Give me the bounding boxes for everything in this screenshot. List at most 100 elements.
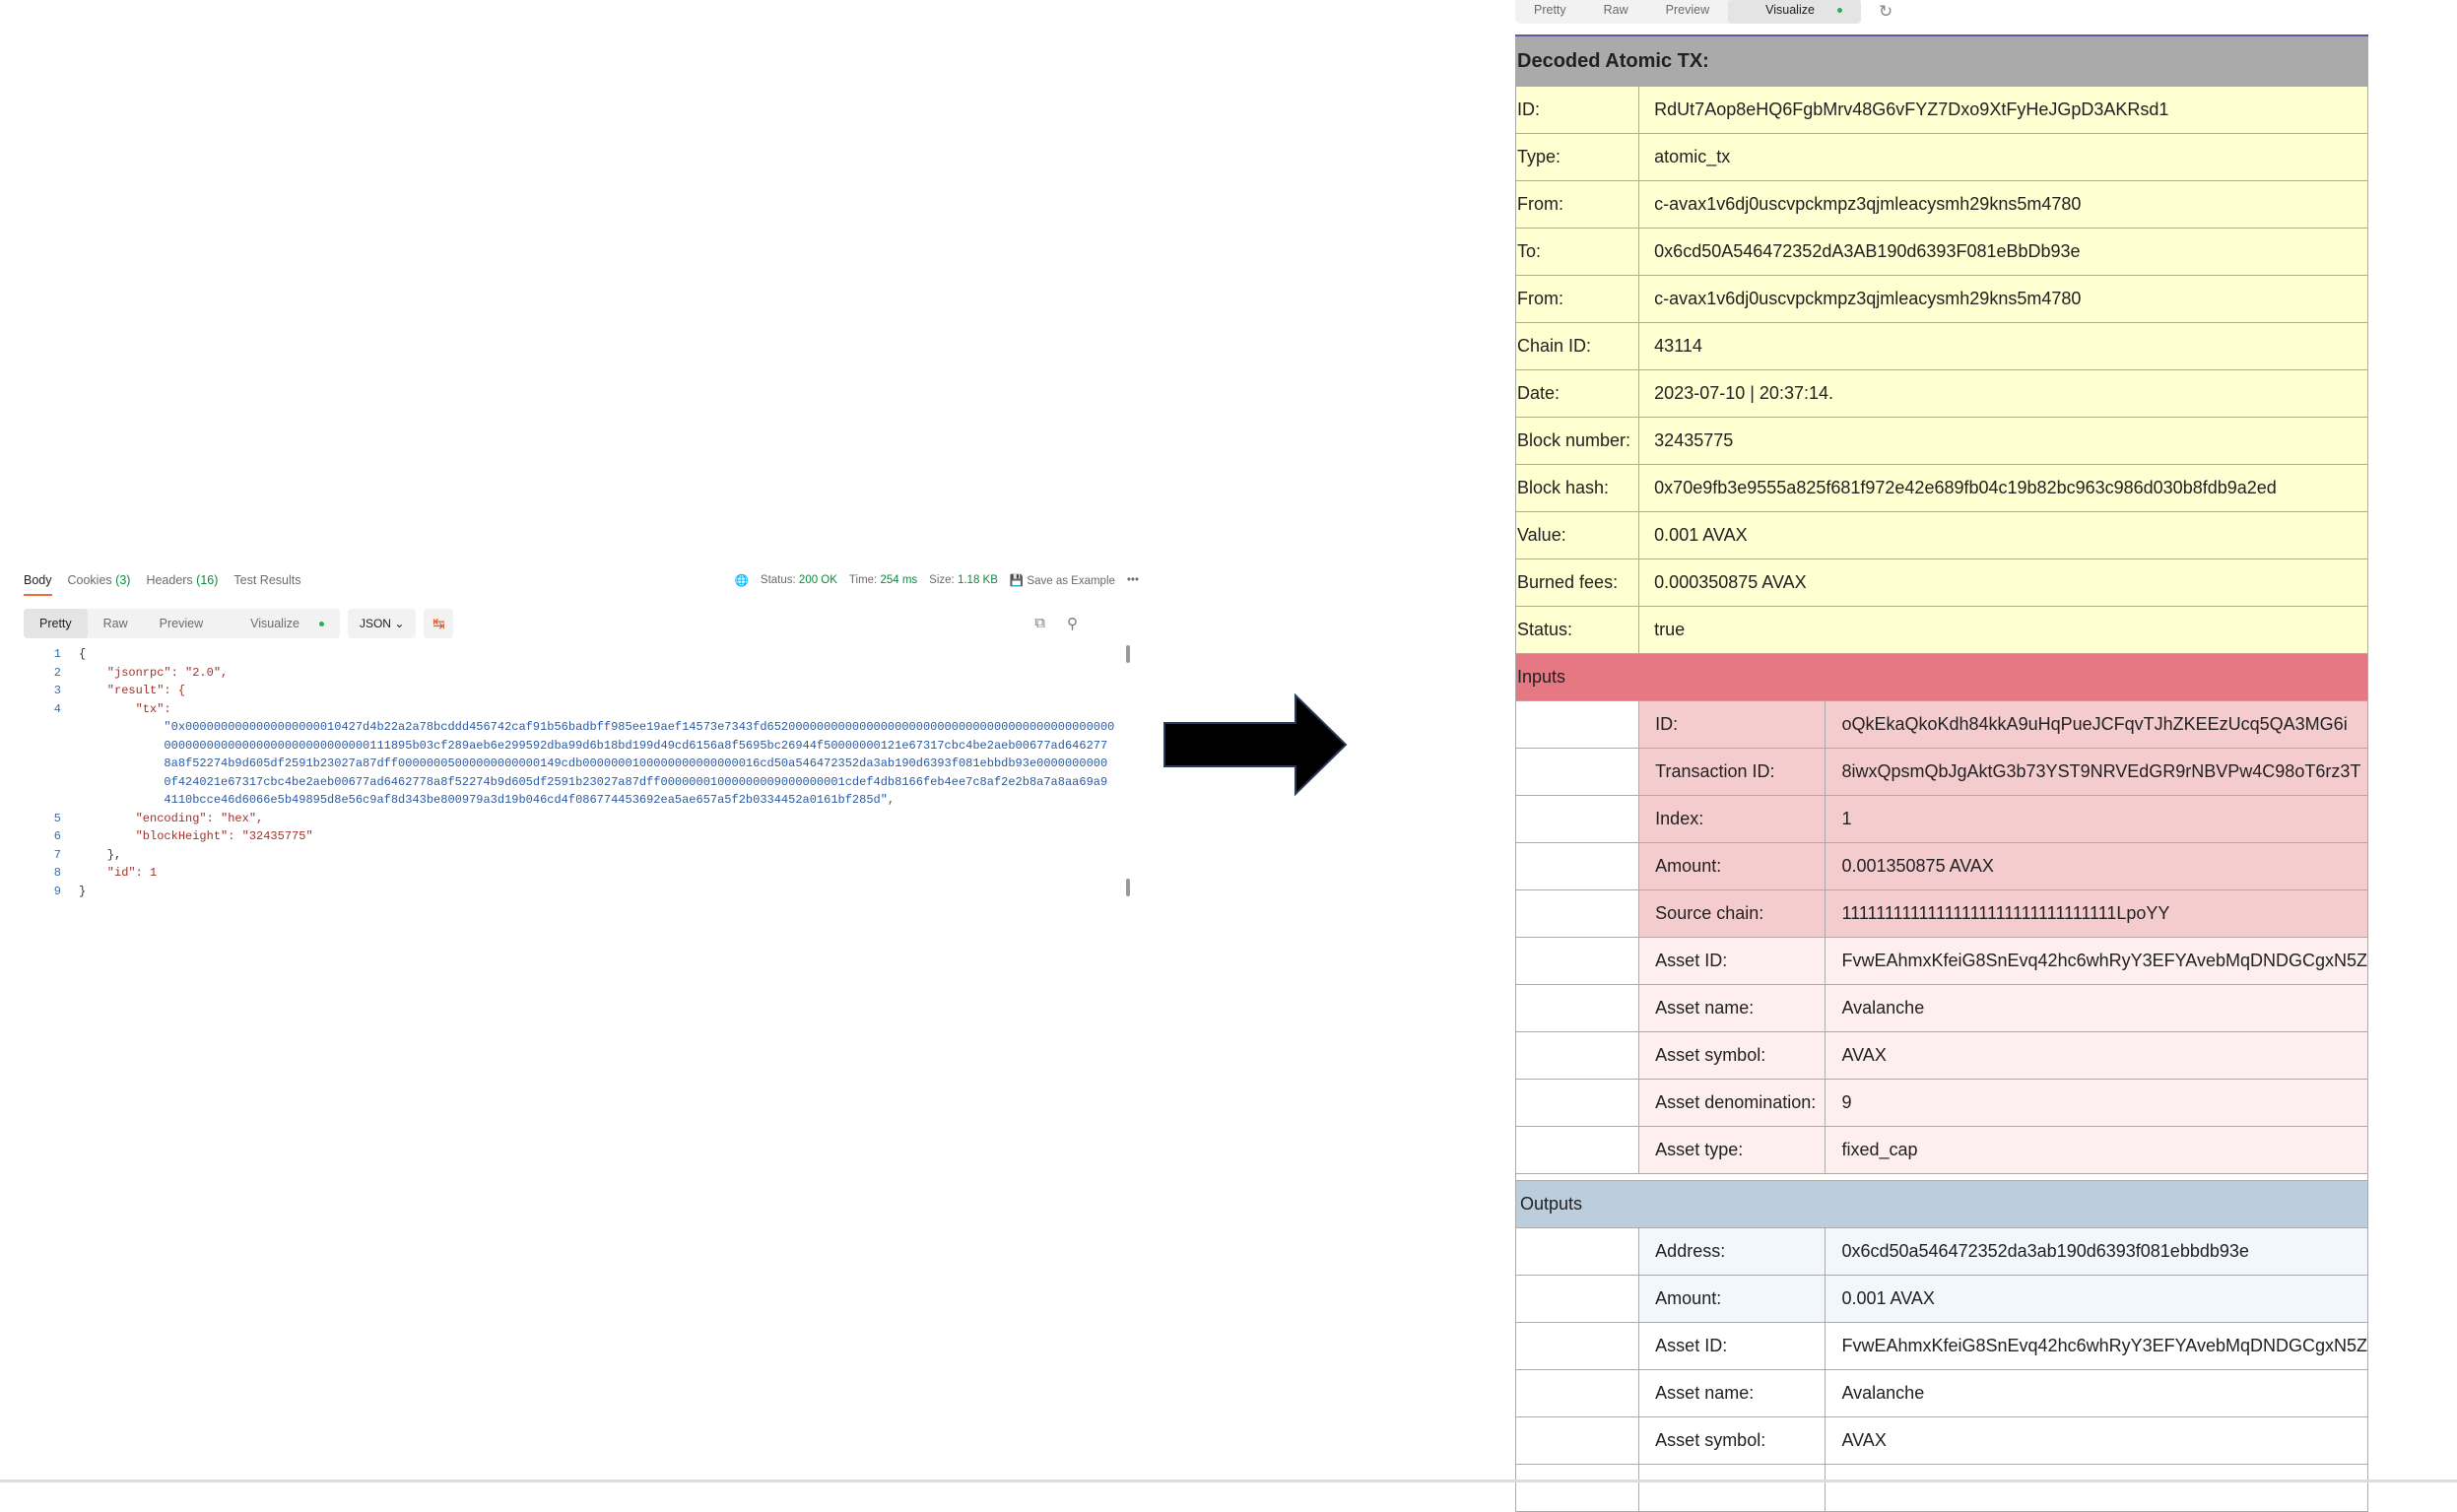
row-value: 43114: [1638, 322, 2368, 370]
line-number: 2: [53, 665, 61, 680]
time-value: 254 ms: [880, 574, 918, 586]
inputs-row: Index: 1: [1514, 795, 2368, 843]
outputs-row: Asset name: Avalanche: [1514, 1369, 2368, 1417]
inputs-row: Asset type: fixed_cap: [1514, 1126, 2368, 1174]
row-value: [1825, 1464, 2368, 1512]
outputs-row: Asset symbol: AVAX: [1514, 1416, 2368, 1465]
row-label: From:: [1514, 275, 1640, 323]
inputs-row: Asset denomination: 9: [1514, 1079, 2368, 1127]
tab-cookies[interactable]: Cookies (3): [68, 573, 131, 587]
status-label: Status:: [760, 574, 796, 586]
row-label: Asset ID:: [1638, 1322, 1826, 1370]
inputs-row: Asset name: Avalanche: [1514, 984, 2368, 1032]
active-dot-icon: [318, 622, 324, 627]
time-label: Time:: [848, 574, 878, 586]
outputs-row: Amount: 0.001 AVAX: [1514, 1275, 2368, 1323]
indent-cell: [1514, 1079, 1640, 1127]
wrap-lines-button[interactable]: ↹: [424, 609, 454, 638]
view-visualize-label: Visualize: [250, 617, 299, 630]
row-label: Amount:: [1638, 1275, 1826, 1323]
table-row: ID: RdUt7Aop8eHQ6FgbMrv48G6vFYZ7Dxo9XtFyH…: [1514, 86, 2368, 134]
right-arrow-icon: [1163, 693, 1348, 796]
inputs-row: Asset ID: FvwEAhmxKfeiG8SnEvq42hc6whRyY3E…: [1514, 937, 2368, 985]
search-icon[interactable]: ⚲: [1067, 616, 1078, 632]
status-text: Status: 200 OK: [761, 574, 837, 586]
globe-icon[interactable]: 🌐: [734, 575, 749, 587]
view-raw[interactable]: Raw: [102, 617, 128, 630]
line-number: 7: [53, 847, 61, 862]
row-label: ID:: [1638, 700, 1826, 749]
indent-cell: [1514, 1126, 1640, 1174]
outputs-row: [1514, 1464, 2368, 1512]
indent-cell: [1514, 1031, 1640, 1080]
indent-cell: [1514, 937, 1640, 985]
more-options-icon[interactable]: •••: [1126, 574, 1139, 586]
code-line: "encoding": "hex",: [79, 811, 264, 825]
chevron-down-icon: ⌄: [394, 617, 405, 630]
table-title: Decoded Atomic TX:: [1515, 34, 2368, 87]
row-value: true: [1638, 606, 2368, 654]
row-label: Asset symbol:: [1638, 1031, 1826, 1080]
outputs-row: Address: 0x6cd50a546472352da3ab190d6393f0…: [1514, 1227, 2368, 1276]
tab-body[interactable]: Body: [24, 573, 52, 596]
section-spacer: [1515, 1173, 2368, 1181]
view-visualize[interactable]: Visualize: [219, 609, 340, 638]
indent-cell: [1514, 1464, 1640, 1512]
table-row: To: 0x6cd50A546472352dA3AB190d6393F081eBb…: [1514, 228, 2368, 276]
code-line: }: [79, 884, 87, 898]
outputs-row: Asset ID: FvwEAhmxKfeiG8SnEvq42hc6whRyY3E…: [1514, 1322, 2368, 1370]
tab-headers[interactable]: Headers (16): [146, 573, 218, 587]
headers-count: (16): [196, 573, 219, 587]
inputs-row: Source chain: 111111111111111111111111111…: [1514, 889, 2368, 938]
row-value: oQkEkaQkoKdh84kkA9uHqPueJCFqvTJhZKEEzUcq…: [1825, 700, 2368, 749]
copy-icon[interactable]: ⧉: [1034, 615, 1045, 631]
vtab-raw[interactable]: Raw: [1603, 3, 1628, 17]
vtab-visualize[interactable]: Visualize: [1728, 0, 1861, 24]
status-value: 200 OK: [798, 574, 837, 586]
row-label: Index:: [1638, 795, 1826, 843]
size-text: Size: 1.18 KB: [929, 574, 998, 586]
inputs-header: Inputs: [1515, 653, 2368, 701]
row-label: From:: [1514, 180, 1640, 229]
time-text: Time: 254 ms: [849, 574, 917, 586]
indent-cell: [1514, 984, 1640, 1032]
line-number: 8: [53, 866, 61, 880]
row-value: 32435775: [1638, 417, 2368, 465]
inputs-row: Amount: 0.001350875 AVAX: [1514, 842, 2368, 890]
row-label: Address:: [1638, 1227, 1826, 1276]
outputs-header: Outputs: [1515, 1180, 2368, 1228]
code-line: "jsonrpc": "2.0",: [79, 665, 229, 680]
row-value: FvwEAhmxKfeiG8SnEvq42hc6whRyY3EFYAvebMqD…: [1825, 1322, 2368, 1370]
code-line: "result": {: [79, 684, 186, 697]
indent-cell: [1514, 700, 1640, 749]
indent-cell: [1514, 1322, 1640, 1370]
size-label: Size:: [929, 574, 955, 586]
tab-test-results[interactable]: Test Results: [233, 573, 301, 587]
scrollbar-bottom[interactable]: [1126, 879, 1130, 896]
spacer-cell: [1515, 1173, 2368, 1181]
outputs-title: Outputs: [1515, 1180, 2368, 1228]
row-label: [1638, 1464, 1826, 1512]
format-select[interactable]: JSON ⌄: [347, 609, 417, 638]
active-dot-icon: [1836, 8, 1842, 14]
row-value: AVAX: [1825, 1416, 2368, 1465]
row-label: Type:: [1514, 133, 1640, 181]
tab-headers-label: Headers: [146, 573, 193, 587]
code-line: 0f424021e67317cbc4be2aeb00677ad6462778a8…: [79, 774, 1108, 789]
row-label: Status:: [1514, 606, 1640, 654]
row-label: Transaction ID:: [1638, 748, 1826, 796]
vtab-pretty[interactable]: Pretty: [1534, 3, 1566, 17]
view-pretty[interactable]: Pretty: [24, 609, 88, 638]
view-preview[interactable]: Preview: [159, 617, 204, 630]
postman-response-panel: Body Cookies (3) Headers (16) Test Resul…: [0, 561, 1143, 926]
row-value: AVAX: [1825, 1031, 2368, 1080]
refresh-icon[interactable]: ↻: [1878, 2, 1893, 21]
save-as-example-button[interactable]: 💾 Save as Example: [1010, 573, 1115, 587]
wrap-lines-icon: ↹: [432, 616, 445, 632]
scrollbar-top[interactable]: [1126, 645, 1130, 663]
row-label: ID:: [1514, 86, 1640, 134]
vtab-preview[interactable]: Preview: [1665, 3, 1710, 17]
tab-cookies-label: Cookies: [67, 573, 112, 587]
row-label: Block hash:: [1514, 464, 1640, 512]
code-line: 00000000000000000000000000000111895b03cf…: [79, 738, 1108, 753]
